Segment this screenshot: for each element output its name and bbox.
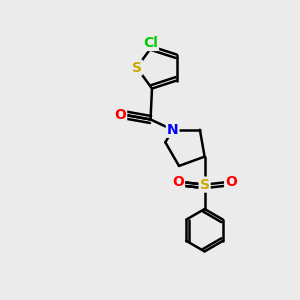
- Text: O: O: [225, 175, 237, 189]
- Text: Cl: Cl: [143, 36, 158, 50]
- Text: S: S: [200, 178, 210, 192]
- Text: S: S: [132, 61, 142, 75]
- Text: N: N: [167, 123, 178, 137]
- Text: O: O: [172, 175, 184, 189]
- Text: O: O: [114, 108, 126, 122]
